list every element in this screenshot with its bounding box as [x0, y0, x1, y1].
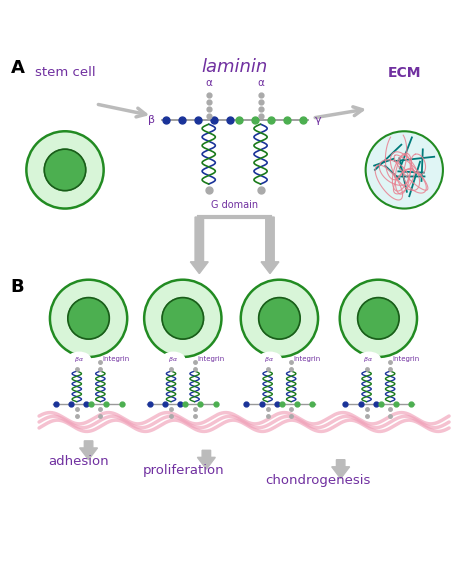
Text: γ: γ: [315, 115, 321, 126]
Circle shape: [241, 280, 318, 357]
Text: integrin: integrin: [197, 357, 224, 362]
Circle shape: [259, 298, 300, 339]
Text: βα: βα: [74, 357, 83, 362]
Text: α: α: [257, 78, 264, 88]
Text: α: α: [205, 78, 212, 88]
Ellipse shape: [259, 352, 281, 366]
Circle shape: [50, 280, 127, 357]
FancyArrow shape: [191, 217, 208, 273]
Text: stem cell: stem cell: [35, 66, 95, 79]
Circle shape: [68, 298, 109, 339]
Text: proliferation: proliferation: [143, 465, 224, 477]
Ellipse shape: [68, 352, 91, 366]
FancyArrow shape: [197, 451, 215, 469]
Text: integrin: integrin: [392, 357, 420, 362]
Text: βα: βα: [169, 357, 177, 362]
FancyArrow shape: [332, 460, 350, 479]
Text: βα: βα: [365, 357, 373, 362]
Circle shape: [27, 131, 104, 208]
Circle shape: [357, 298, 399, 339]
Text: β: β: [147, 115, 155, 126]
Text: ECM: ECM: [388, 66, 421, 80]
Text: A: A: [11, 59, 25, 77]
Circle shape: [340, 280, 417, 357]
FancyArrow shape: [80, 441, 98, 460]
Circle shape: [144, 280, 221, 357]
Text: chondrogenesis: chondrogenesis: [265, 474, 371, 487]
Text: laminin: laminin: [201, 58, 268, 76]
Circle shape: [162, 298, 203, 339]
Text: integrin: integrin: [103, 357, 130, 362]
Text: B: B: [11, 278, 25, 296]
Ellipse shape: [357, 352, 380, 366]
FancyArrow shape: [261, 217, 279, 273]
Text: βα: βα: [265, 357, 273, 362]
Circle shape: [44, 149, 86, 191]
Text: G domain: G domain: [211, 200, 258, 209]
Text: integrin: integrin: [293, 357, 321, 362]
Text: adhesion: adhesion: [48, 455, 109, 468]
Ellipse shape: [162, 352, 185, 366]
Circle shape: [365, 131, 443, 208]
